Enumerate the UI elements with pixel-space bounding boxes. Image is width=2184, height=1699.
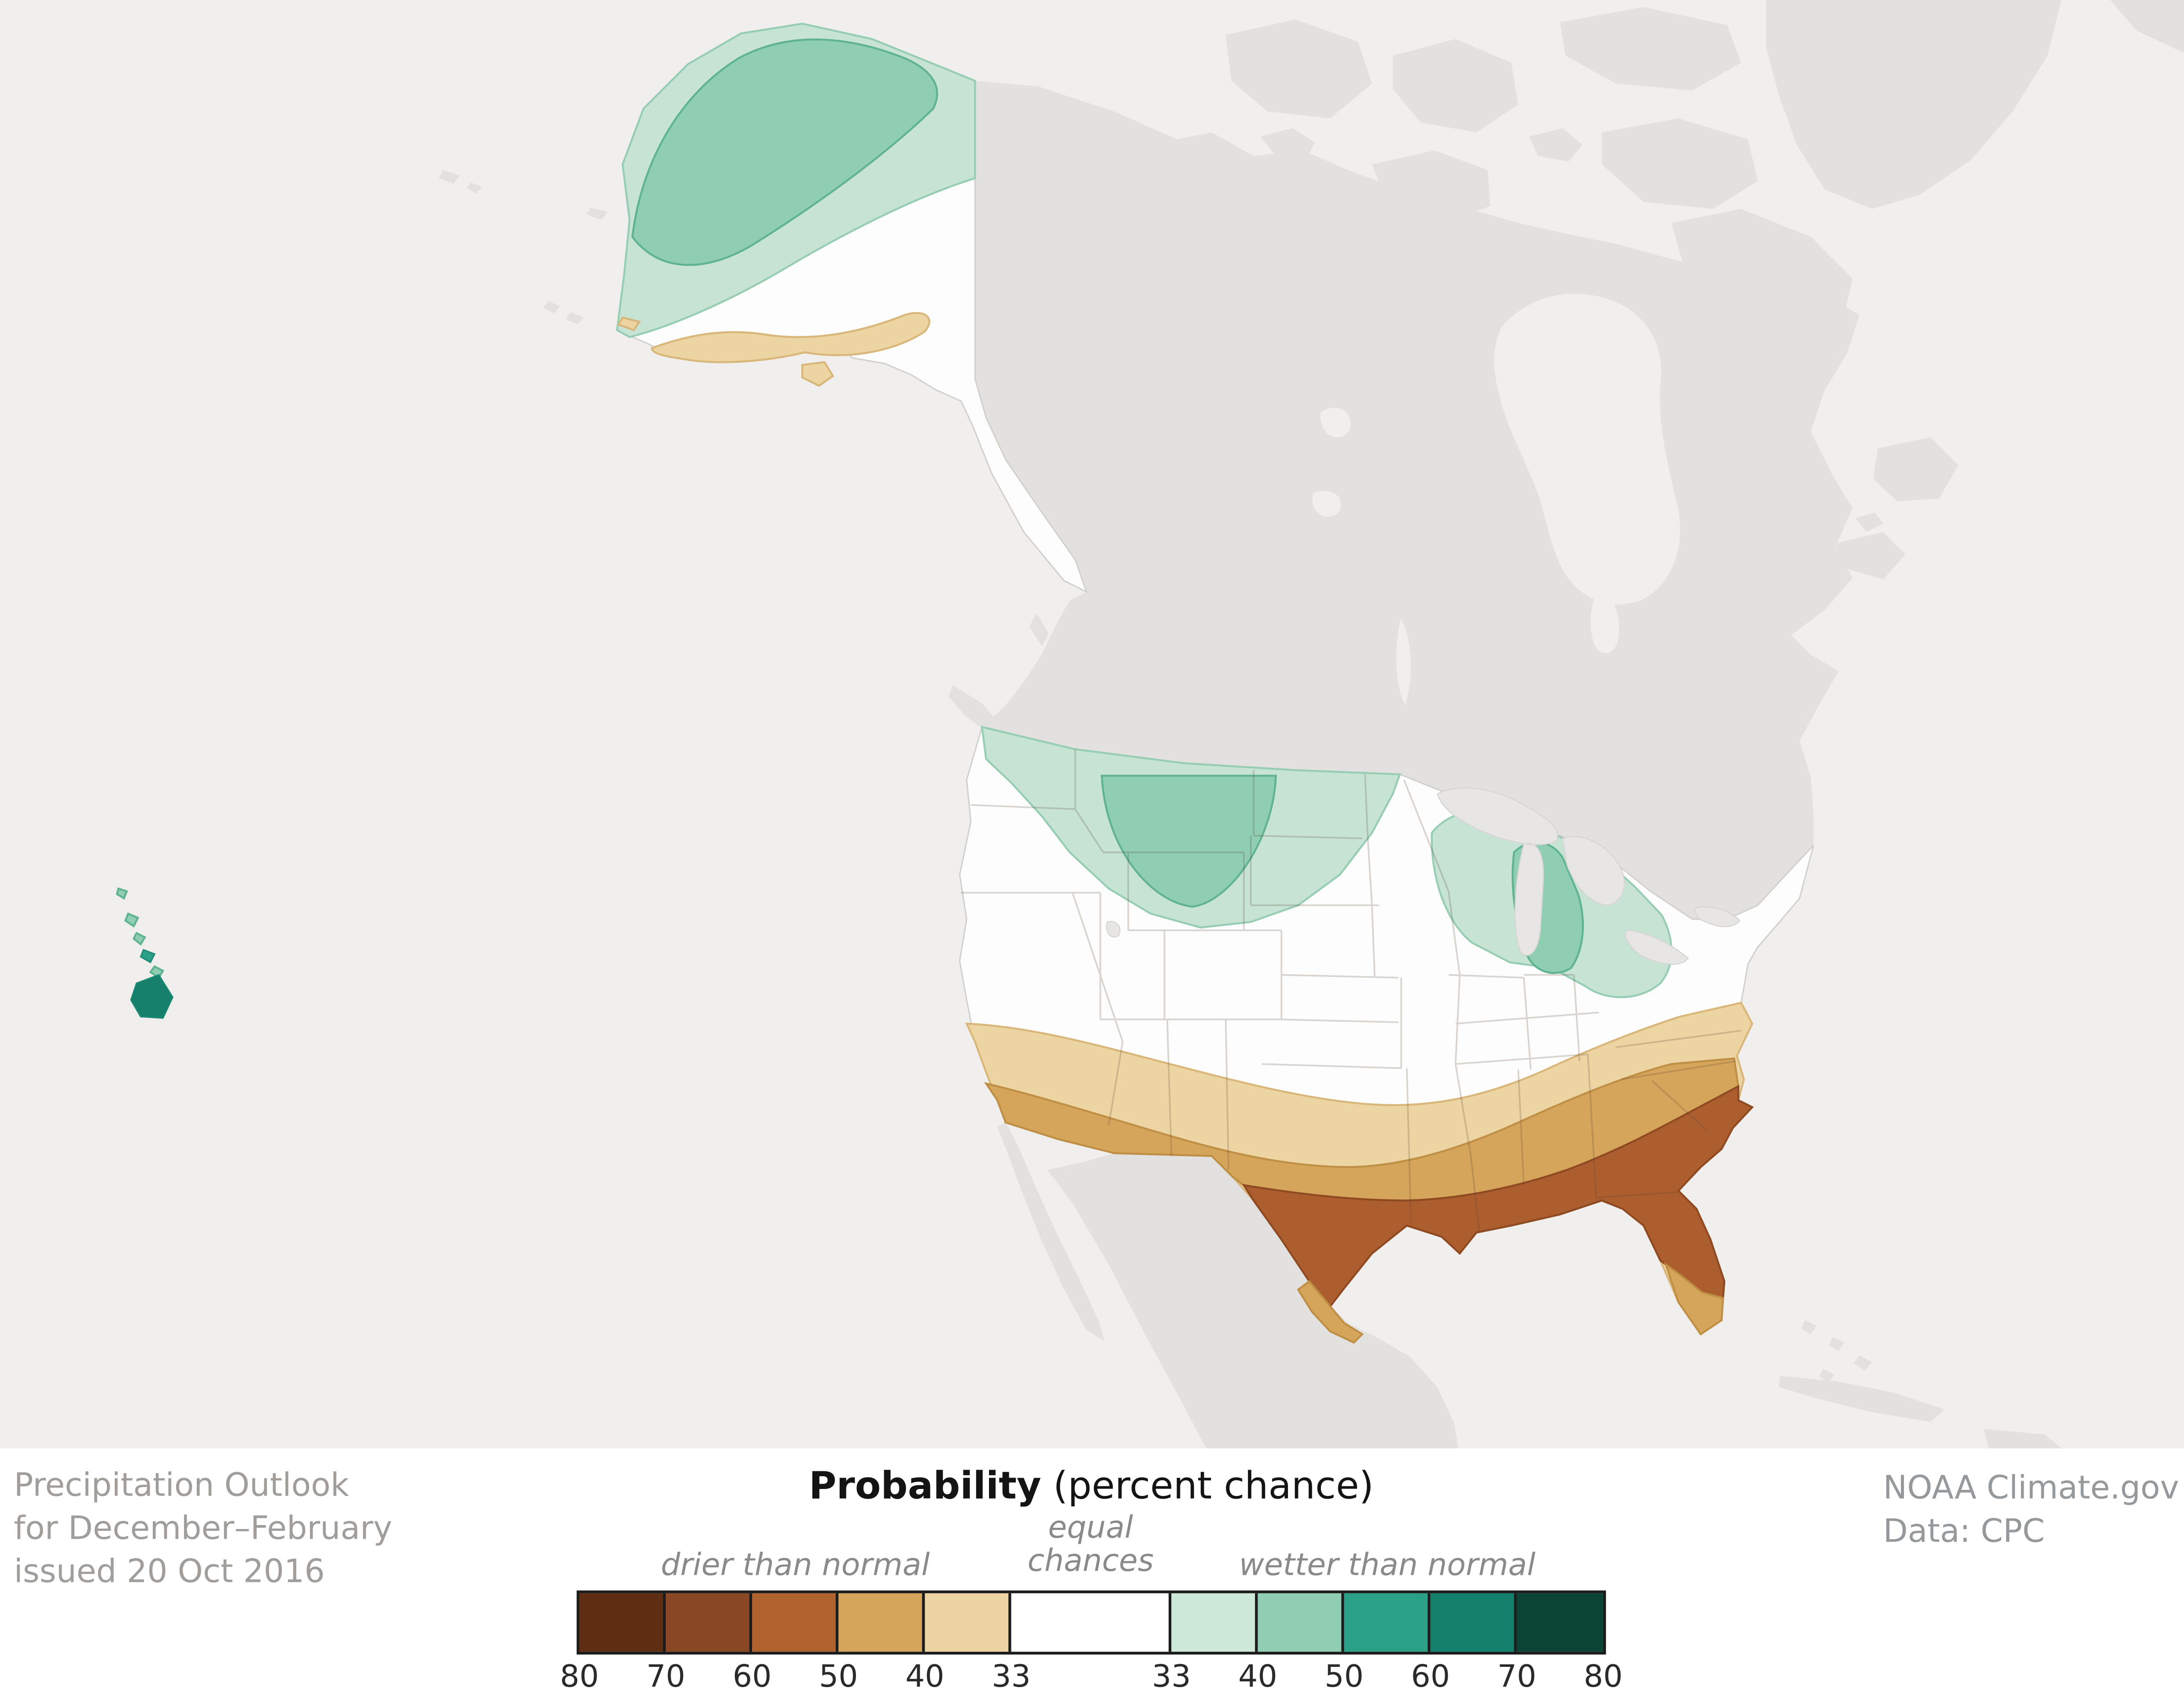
legend-tick: 70: [646, 1660, 686, 1695]
legend-title: Probability (percent chance): [579, 1465, 1603, 1508]
landmass-atlantic-canada: [1836, 437, 1959, 579]
region-alaska-wetter-medium: [631, 38, 938, 266]
legend-tick: 70: [1497, 1660, 1537, 1695]
hudson-bay-and-lakes: [1312, 294, 1680, 705]
legend-label-equal-line1: equal: [1048, 1511, 1133, 1546]
outlook-title-line1: Precipitation Outlook: [14, 1468, 349, 1504]
landmass-pacific-islands: [948, 612, 1049, 734]
outlook-title-line3: issued 20 Oct 2016: [14, 1554, 325, 1591]
region-northern-us-wetter-medium: [1100, 774, 1277, 908]
legend-title-rest: (percent chance): [1041, 1465, 1374, 1508]
region-florida-tip-drier-medium: [1664, 1262, 1724, 1336]
legend-label-equal: equal chances: [1028, 1512, 1154, 1579]
legend-tick: 33: [992, 1660, 1031, 1695]
landmass-mexico: [1047, 1153, 1458, 1448]
landmass-canada: [975, 81, 1860, 919]
north-america-map: [0, 0, 2184, 1448]
legend-tick: 50: [819, 1660, 858, 1695]
legend-cell-drier-80: [579, 1593, 666, 1652]
legend-cell-equal-chances: [1011, 1593, 1172, 1652]
legend-tick: 60: [1411, 1660, 1450, 1695]
source-line2: Data: CPC: [1883, 1514, 2045, 1550]
legend-cell-wetter-50: [1258, 1593, 1344, 1652]
legend-cell-wetter-40: [1171, 1593, 1258, 1652]
legend-cell-drier-50: [838, 1593, 925, 1652]
source-line1: NOAA Climate.gov: [1883, 1471, 2179, 1507]
legend-tick: 40: [1238, 1660, 1277, 1695]
probability-legend: Probability (percent chance) drier than …: [560, 1465, 1623, 1699]
legend-cell-wetter-80: [1516, 1593, 1603, 1652]
legend-tick: 60: [732, 1660, 772, 1695]
landmass-greenland: [1766, 0, 2184, 209]
landmass-caribbean: [1778, 1320, 2062, 1448]
great-lakes: [1106, 787, 1741, 965]
legend-tick: 33: [1152, 1660, 1191, 1695]
region-alaska-drier-light: [617, 312, 930, 387]
landmass-arctic-islands: [1225, 7, 1853, 348]
legend-cell-wetter-60: [1344, 1593, 1431, 1652]
legend-label-wetter: wetter than normal: [1239, 1548, 1536, 1584]
legend-tick: 40: [905, 1660, 944, 1695]
legend-ticks: 80 70 60 50 40 33 33 40 50 60 70 80: [560, 1660, 1623, 1699]
legend-label-drier: drier than normal: [660, 1548, 930, 1584]
legend-tick: 80: [560, 1660, 599, 1695]
legend-tick: 80: [1583, 1660, 1623, 1695]
legend-title-bold: Probability: [809, 1465, 1041, 1508]
legend-cell-drier-70: [666, 1593, 753, 1652]
state-boundaries: [961, 749, 1741, 1231]
legend-label-equal-line2: chances: [1027, 1544, 1154, 1580]
region-gulf-coast-drier-dark: [1242, 1084, 1754, 1308]
figure-footer: Precipitation Outlook for December–Febru…: [0, 1448, 2184, 1696]
region-mexico-border-drier-medium: [1297, 1280, 1364, 1344]
legend-cell-wetter-70: [1430, 1593, 1517, 1652]
legend-cell-drier-40: [925, 1593, 1011, 1652]
region-hawaii-oahu-maui: [140, 949, 156, 964]
outlook-title-block: Precipitation Outlook for December–Febru…: [14, 1465, 392, 1595]
region-hawaii-small-islands: [116, 887, 165, 979]
region-hawaii-big-island: [130, 974, 174, 1019]
source-block: NOAA Climate.gov Data: CPC: [1883, 1468, 2179, 1554]
legend-cell-drier-60: [752, 1593, 839, 1652]
outlook-title-line2: for December–February: [14, 1511, 392, 1548]
landmass-baja-california: [997, 1122, 1105, 1342]
legend-bar: [576, 1590, 1606, 1655]
legend-tick: 50: [1324, 1660, 1364, 1695]
